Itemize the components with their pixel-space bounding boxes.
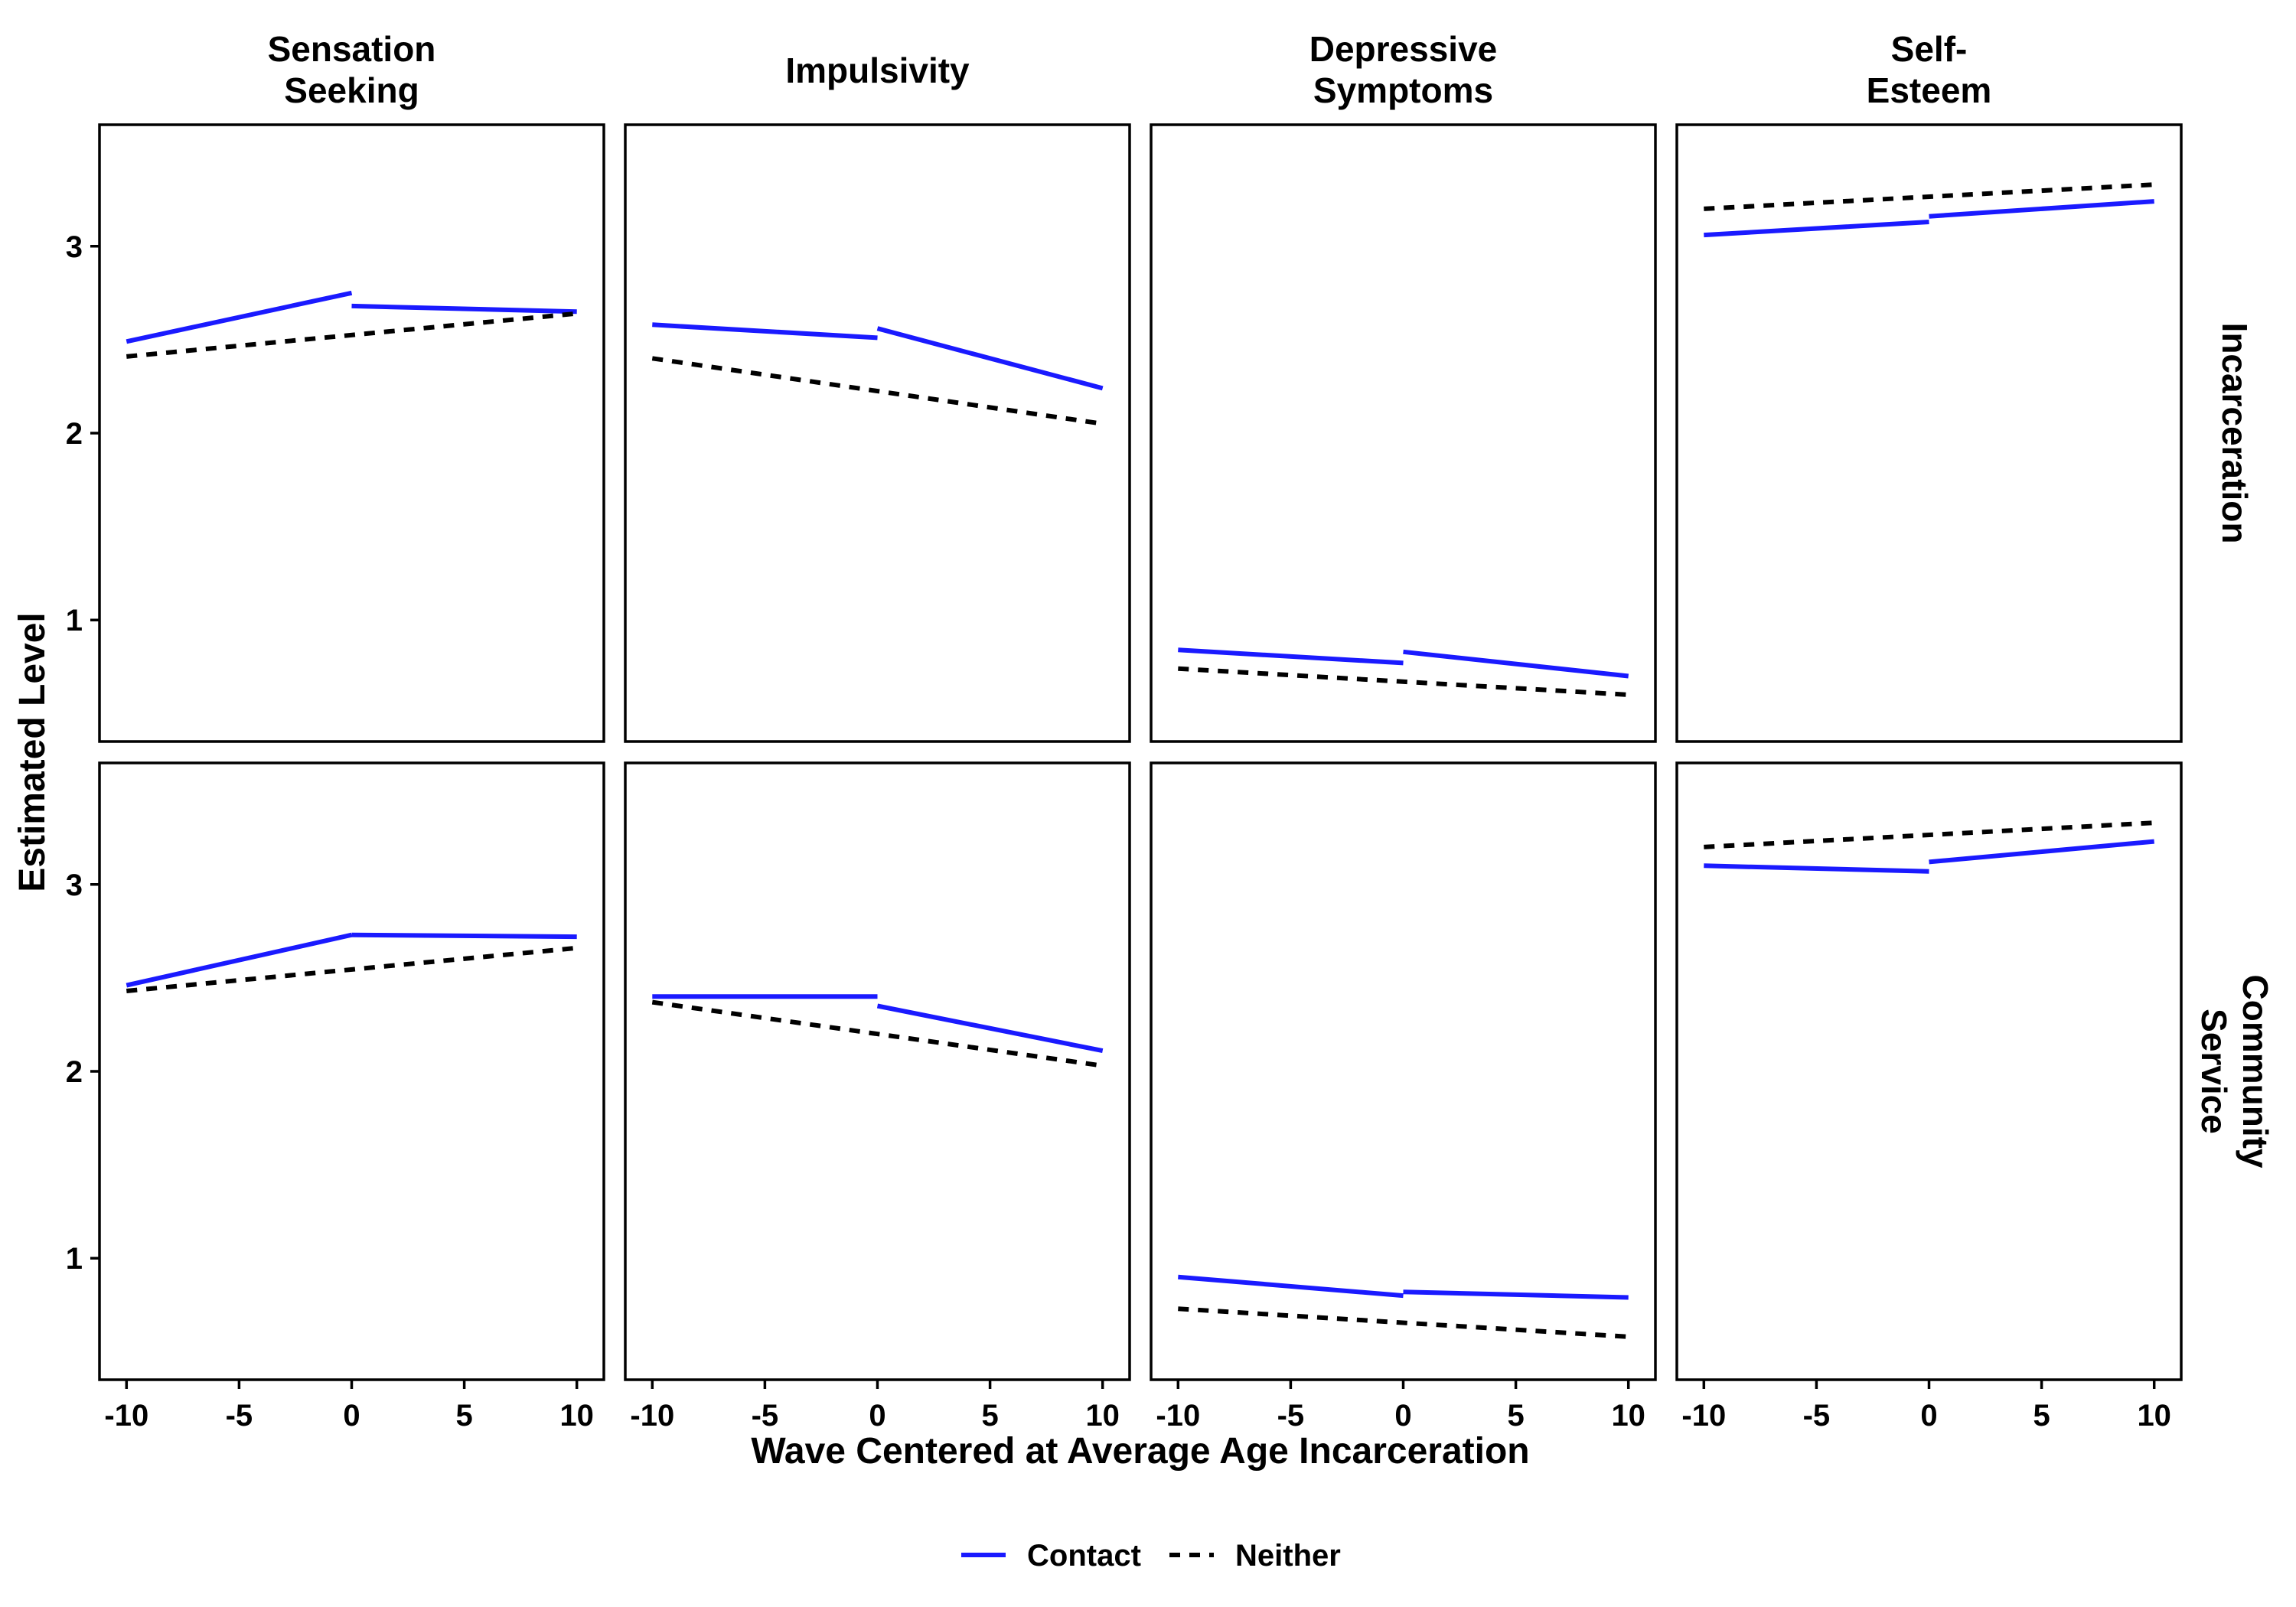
y-tick-label: 1 bbox=[66, 604, 83, 637]
series-contact-line-r1-c3-seg1 bbox=[1929, 839, 2154, 865]
series-neither-line-r0-c1-seg0 bbox=[651, 356, 1104, 426]
x-tick-label: -5 bbox=[1277, 1399, 1305, 1433]
x-tick-label: 0 bbox=[869, 1399, 885, 1433]
x-tick-label: 0 bbox=[343, 1399, 360, 1433]
series-contact-line-r1-c0-seg1 bbox=[351, 932, 577, 940]
x-tick-label: 10 bbox=[1611, 1399, 1645, 1433]
y-tick-label: 3 bbox=[66, 230, 83, 264]
panel-r1-c0: 1 2 3 -10 -5 0 5 10 bbox=[66, 761, 605, 1433]
x-tick-label: -10 bbox=[1156, 1399, 1200, 1433]
panel-r1-c3: -10 -5 0 5 10 bbox=[1675, 761, 2183, 1433]
y-tick-label: 2 bbox=[66, 1055, 83, 1089]
series-contact-line-r1-c3-seg0 bbox=[1704, 863, 1929, 874]
x-tick-label: 0 bbox=[1394, 1399, 1411, 1433]
x-tick-label: 5 bbox=[2033, 1399, 2050, 1433]
panel-r0-c0: 1 2 3 bbox=[66, 123, 605, 743]
x-tick-label: 0 bbox=[1920, 1399, 1937, 1433]
series-neither-line-r1-c2-seg0 bbox=[1178, 1306, 1629, 1339]
panel-border bbox=[98, 123, 605, 743]
series-contact-line-r0-c2-seg0 bbox=[1178, 647, 1404, 666]
y-tick-label: 2 bbox=[66, 417, 83, 451]
x-tick-label: 5 bbox=[981, 1399, 998, 1433]
panel-r0-c1 bbox=[624, 123, 1131, 743]
series-contact-line-r0-c3-seg0 bbox=[1704, 220, 1929, 238]
x-tick-label: -5 bbox=[752, 1399, 779, 1433]
y-axis-title: Estimated Level bbox=[12, 612, 53, 892]
legend: Contact Neither bbox=[961, 1539, 1341, 1573]
x-tick-label: -10 bbox=[1681, 1399, 1726, 1433]
series-neither-line-r1-c0-seg0 bbox=[126, 945, 577, 993]
series-neither-line-r1-c3-seg0 bbox=[1704, 820, 2154, 849]
panel-r0-c2 bbox=[1150, 123, 1657, 743]
facet-row-title-group: CommunityService bbox=[2194, 975, 2275, 1169]
panel-r1-c2: -10 -5 0 5 10 bbox=[1150, 761, 1657, 1433]
legend-label-neither: Neither bbox=[1235, 1539, 1341, 1573]
series-neither-line-r1-c1-seg0 bbox=[651, 999, 1104, 1068]
x-tick-label: 10 bbox=[559, 1399, 594, 1433]
series-neither-line-r0-c3-seg0 bbox=[1704, 182, 2154, 211]
facet-row-title: Incarceration bbox=[2215, 323, 2255, 544]
panel-r0-c3 bbox=[1675, 123, 2183, 743]
series-neither-line-r0-c2-seg0 bbox=[1178, 666, 1629, 697]
panel-border bbox=[1675, 761, 2183, 1381]
x-tick-label: -5 bbox=[1803, 1399, 1831, 1433]
facet-column-title: Impulsivity bbox=[785, 51, 970, 90]
series-contact-line-r0-c1-seg1 bbox=[876, 326, 1104, 391]
x-tick-label: 10 bbox=[1085, 1399, 1120, 1433]
facet-column-title: Sensation Seeking bbox=[268, 29, 436, 110]
x-tick-label: -10 bbox=[630, 1399, 674, 1433]
panel-border bbox=[1150, 761, 1657, 1381]
series-contact-line-r0-c2-seg1 bbox=[1403, 649, 1629, 679]
series-contact-line-r0-c0-seg1 bbox=[351, 303, 577, 315]
series-contact-line-r1-c0-seg0 bbox=[126, 932, 353, 988]
panel-border bbox=[1675, 123, 2183, 743]
panel-border bbox=[98, 761, 605, 1381]
panel-border bbox=[1150, 123, 1657, 743]
series-contact-line-r0-c1-seg0 bbox=[652, 322, 878, 341]
x-tick-label: -10 bbox=[104, 1399, 148, 1433]
facet-row-title-group: Incarceration bbox=[2215, 323, 2255, 544]
x-tick-label: 5 bbox=[1507, 1399, 1524, 1433]
series-neither-line-r0-c0-seg0 bbox=[126, 311, 577, 359]
x-tick-label: 10 bbox=[2137, 1399, 2171, 1433]
labels-layer: Sensation Seeking Impulsivity Depressive Sym… bbox=[12, 29, 2275, 1472]
facet-column-title: Self-Esteem bbox=[1867, 29, 1992, 110]
series-contact-line-r1-c1-seg1 bbox=[876, 1003, 1104, 1054]
series-contact-line-r0-c3-seg1 bbox=[1929, 199, 2154, 219]
x-tick-label: 5 bbox=[455, 1399, 472, 1433]
x-axis-title: Wave Centered at Average Age Incarcerati… bbox=[751, 1431, 1529, 1472]
panels-layer: 1 2 3 1 2 3 -10 -5 0 5 10 -10 -5 0 5 10 -10 -5 0 5 10 -10 -5 0 5… bbox=[66, 123, 2183, 1433]
panel-r1-c1: -10 -5 0 5 10 bbox=[624, 761, 1131, 1433]
x-tick-label: -5 bbox=[226, 1399, 253, 1433]
facet-column-title: Depressive Symptoms bbox=[1309, 29, 1498, 110]
series-contact-line-r0-c0-seg0 bbox=[126, 290, 353, 344]
series-contact-line-r1-c2-seg0 bbox=[1178, 1274, 1404, 1299]
series-contact-line-r1-c2-seg1 bbox=[1403, 1289, 1629, 1300]
legend-label-contact: Contact bbox=[1027, 1539, 1141, 1573]
facet-row-title: CommunityService bbox=[2194, 975, 2275, 1169]
panel-border bbox=[624, 123, 1131, 743]
y-tick-label: 1 bbox=[66, 1242, 83, 1276]
y-tick-label: 3 bbox=[66, 869, 83, 902]
panel-border bbox=[624, 761, 1131, 1381]
